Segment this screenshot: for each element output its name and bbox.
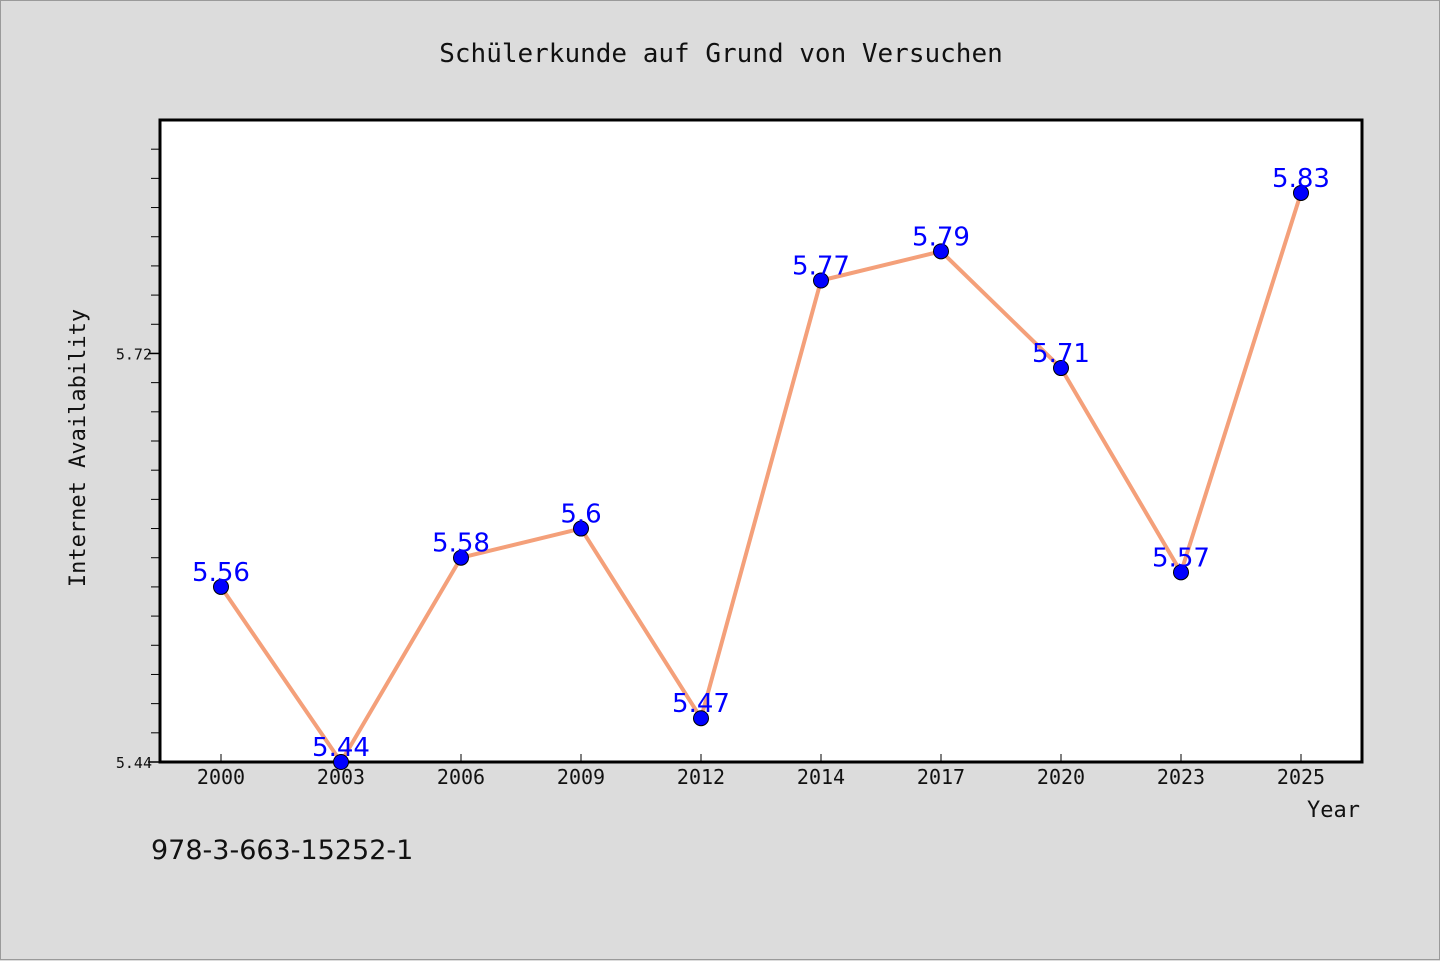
y-axis: 5.44 5.72: [116, 148, 160, 772]
plot-area: [158, 118, 1364, 764]
footer-identifier: 978-3-663-15252-1: [151, 835, 414, 866]
x-tick-label: 2014: [797, 765, 845, 789]
data-label: 5.71: [1032, 339, 1090, 369]
data-point: [1293, 184, 1309, 201]
data-point: [213, 578, 229, 595]
x-tick-label: 2000: [197, 765, 245, 789]
data-label: 5.79: [912, 222, 970, 252]
data-point: [813, 272, 829, 289]
data-label: 5.56: [192, 558, 250, 588]
x-tick-label: 2020: [1037, 765, 1085, 789]
data-label: 5.58: [432, 529, 490, 559]
chart-title: Schülerkunde auf Grund von Versuchen: [439, 39, 1003, 69]
data-label: 5.47: [672, 689, 730, 719]
data-label: 5.6: [560, 500, 601, 530]
data-point: [573, 520, 589, 537]
x-tick-label: 2017: [917, 765, 965, 789]
x-tick-label: 2023: [1157, 765, 1205, 789]
data-labels: 5.56 5.44 5.58 5.6 5.47 5.77 5.79 5.71 5.57 5.83: [192, 164, 1330, 763]
x-tick-label: 2006: [437, 765, 485, 789]
data-point: [333, 754, 349, 770]
data-point: [1053, 360, 1069, 377]
data-point: [1173, 564, 1189, 581]
data-label: 5.57: [1152, 543, 1210, 573]
y-tick-label: 5.44: [116, 754, 152, 772]
x-tick-label: 2012: [677, 765, 725, 789]
data-label: 5.44: [312, 733, 370, 763]
data-label: 5.83: [1272, 164, 1330, 194]
data-markers: [213, 184, 1309, 770]
series-line: [219, 192, 1303, 764]
x-tick-label: 2025: [1277, 765, 1325, 789]
y-tick-label: 5.72: [116, 345, 152, 363]
data-point: [453, 549, 469, 566]
x-tick-label: 2009: [557, 765, 605, 789]
y-axis-label: Internet Availability: [66, 309, 91, 587]
data-point: [693, 710, 709, 727]
data-point: [933, 243, 949, 260]
x-axis-label: Year: [1307, 798, 1360, 823]
data-label: 5.77: [792, 252, 850, 282]
